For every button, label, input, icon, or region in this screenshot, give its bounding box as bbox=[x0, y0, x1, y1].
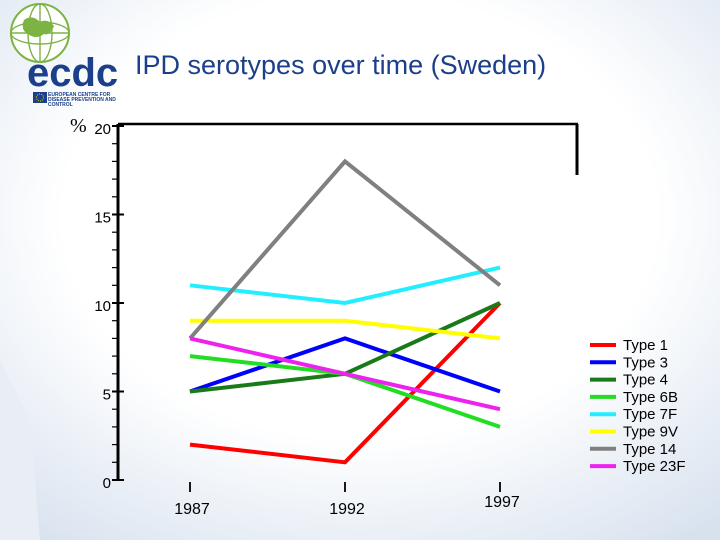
series-line-type-7f bbox=[189, 265, 501, 306]
globe-icon: ecdc bbox=[10, 3, 118, 103]
y-tick-label: 10 bbox=[94, 298, 111, 315]
y-tick-label: 0 bbox=[103, 475, 111, 492]
legend-label-type-14: Type 14 bbox=[623, 441, 676, 458]
series-line-type-1 bbox=[189, 301, 502, 465]
logo-caption-line-1: EUROPEAN CENTRE FOR bbox=[48, 92, 111, 98]
series-line-type-9v bbox=[190, 318, 501, 341]
y-tick-label: 20 bbox=[94, 121, 111, 138]
legend-label-type-9v: Type 9V bbox=[623, 424, 678, 441]
y-axis-ticks: % 0 5 10 15 20 bbox=[70, 115, 124, 492]
x-tick-label: 1992 bbox=[329, 501, 365, 518]
legend-label-type-4: Type 4 bbox=[623, 372, 668, 389]
series-line-type-3 bbox=[189, 336, 501, 394]
legend-label-type-6b: Type 6B bbox=[623, 389, 678, 406]
eu-flag-icon bbox=[33, 92, 47, 103]
series-line-type-6b bbox=[189, 354, 501, 429]
y-tick-label: 5 bbox=[103, 387, 111, 404]
logo-caption-line-2: DISEASE PREVENTION AND bbox=[48, 97, 116, 103]
legend-label-type-1: Type 1 bbox=[623, 337, 668, 354]
y-tick-label: 15 bbox=[94, 210, 111, 227]
y-unit-label: % bbox=[70, 115, 87, 137]
legend-label-type-23f: Type 23F bbox=[623, 458, 686, 475]
x-tick-label: 1987 bbox=[174, 501, 210, 518]
legend-label-type-3: Type 3 bbox=[623, 354, 668, 371]
x-tick-label: 1997 bbox=[484, 494, 520, 511]
logo-caption-line-3: CONTROL bbox=[48, 102, 73, 108]
logo-wordmark: ecdc bbox=[27, 51, 118, 95]
series-lines bbox=[188, 158, 502, 465]
page-title: IPD serotypes over time (Sweden) bbox=[135, 50, 547, 80]
legend-label-type-7f: Type 7F bbox=[623, 406, 677, 423]
series-line-type-14 bbox=[188, 158, 502, 340]
series-line-type-23f bbox=[189, 336, 501, 412]
x-axis-ticks: 1987 1992 1997 bbox=[174, 482, 520, 518]
ecdc-logo: ecdc EUROPEAN CENTRE FOR DISEASE PREVENT… bbox=[0, 0, 130, 112]
